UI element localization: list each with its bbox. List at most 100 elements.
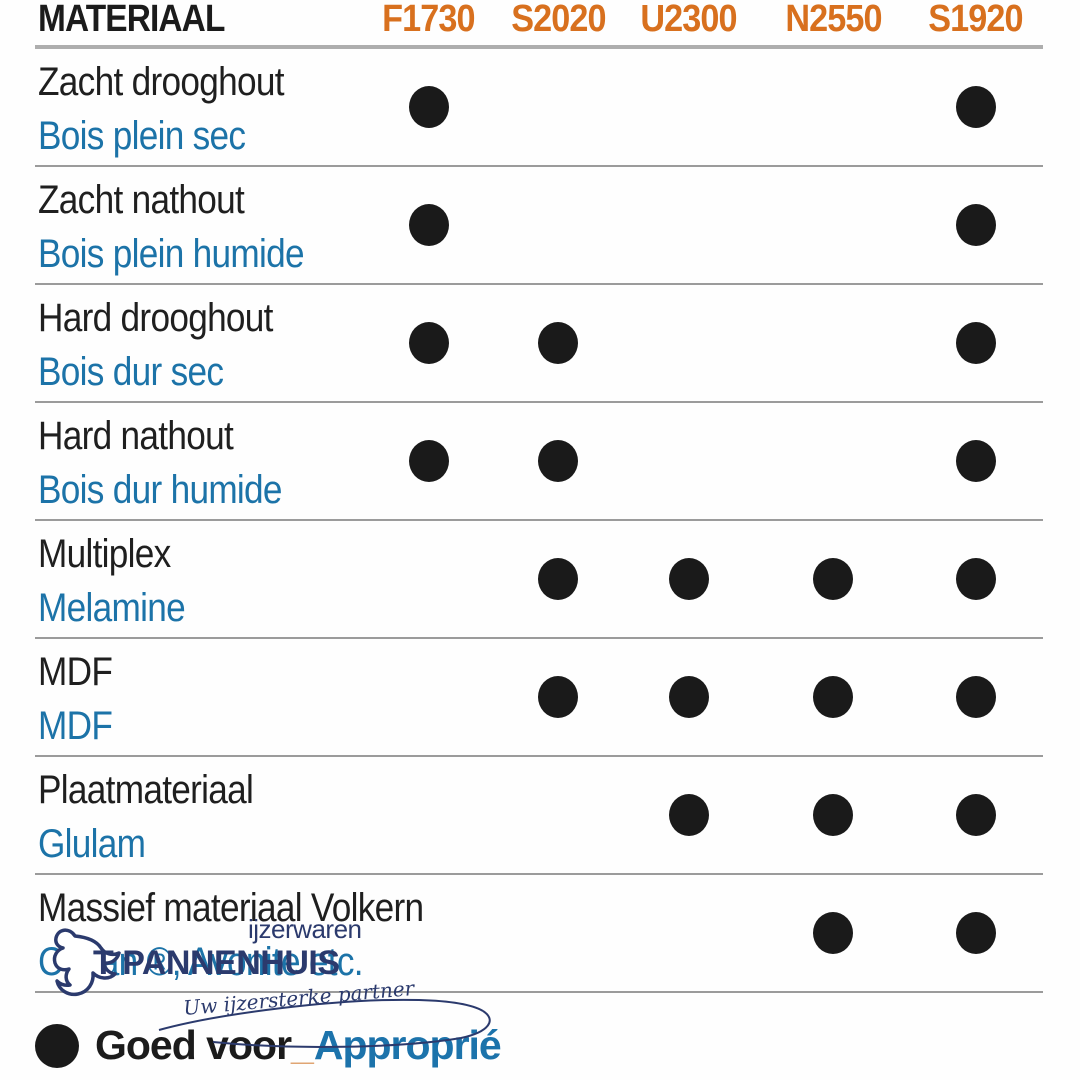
suitability-cell-u2300 <box>619 639 758 755</box>
suitable-dot-icon <box>538 676 578 718</box>
suitability-cell-n2550 <box>758 167 908 283</box>
material-name-nl: Hard drooghout <box>38 296 273 340</box>
material-name-nl: Multiplex <box>38 532 171 576</box>
suitability-cell-f1730 <box>360 285 497 401</box>
suitability-cell-s2020 <box>497 403 619 519</box>
material-label-cell: Plaatmateriaal Glulam <box>35 757 360 873</box>
header-row: MATERIAAL F1730 S2020 U2300 N2550 S1920 <box>35 0 1043 49</box>
suitability-cell-s1920 <box>908 167 1043 283</box>
material-label-cell: Hard nathout Bois dur humide <box>35 403 360 519</box>
suitability-cell-u2300 <box>619 403 758 519</box>
legend-separator: _ <box>291 1022 314 1068</box>
suitable-dot-icon <box>538 440 578 482</box>
column-header-f1730: F1730 <box>360 0 497 46</box>
material-label-cell: Hard drooghout Bois dur sec <box>35 285 360 401</box>
suitability-cell-n2550 <box>758 757 908 873</box>
suitability-cell-s1920 <box>908 49 1043 165</box>
table-row: Plaatmateriaal Glulam <box>35 757 1043 875</box>
suitable-dot-icon <box>813 558 853 600</box>
material-name-nl: Plaatmateriaal <box>38 768 254 812</box>
material-name-fr: Bois plein sec <box>38 114 246 158</box>
suitable-dot-icon <box>668 676 709 718</box>
suitable-dot-icon <box>668 794 709 836</box>
suitability-cell-n2550 <box>758 875 908 991</box>
suitable-dot-icon <box>955 794 996 836</box>
material-label-cell: MDF MDF <box>35 639 360 755</box>
column-header-label: S2020 <box>510 0 606 40</box>
suitability-cell-f1730 <box>360 403 497 519</box>
column-header-s2020: S2020 <box>497 0 619 46</box>
table-row: Zacht nathout Bois plein humide <box>35 167 1043 285</box>
suitability-cell-u2300 <box>619 875 758 991</box>
suitable-dot-icon <box>408 322 449 364</box>
suitability-cell-s2020 <box>497 757 619 873</box>
suitability-cell-f1730 <box>360 49 497 165</box>
material-name-fr: Melamine <box>38 586 186 630</box>
table-row: Massief materiaal Volkern Corian ®, Avoni… <box>35 875 1043 993</box>
material-label-cell: Massief materiaal Volkern Corian ®, Avoni… <box>35 875 424 991</box>
suitability-cell-n2550 <box>758 285 908 401</box>
table-row: Hard drooghout Bois dur sec <box>35 285 1043 403</box>
suitability-cell-u2300 <box>619 757 758 873</box>
suitable-dot-icon <box>955 676 996 718</box>
suitable-dot-icon <box>955 322 996 364</box>
material-label-cell: Multiplex Melamine <box>35 521 360 637</box>
suitable-dot-icon <box>955 912 996 954</box>
column-header-label: F1730 <box>382 0 475 40</box>
column-header-s1920: S1920 <box>908 0 1043 46</box>
suitability-cell-u2300 <box>619 285 758 401</box>
suitability-cell-s2020 <box>497 875 619 991</box>
column-header-u2300: U2300 <box>619 0 758 46</box>
material-label-cell: Zacht drooghout Bois plein sec <box>35 49 360 165</box>
table-row: MDF MDF <box>35 639 1043 757</box>
table-row: Zacht drooghout Bois plein sec <box>35 49 1043 167</box>
suitable-dot-icon <box>408 440 449 482</box>
material-name-fr: Bois plein humide <box>38 232 305 276</box>
suitability-cell-u2300 <box>619 167 758 283</box>
suitable-dot-icon <box>408 204 449 246</box>
suitability-cell-s2020 <box>497 639 619 755</box>
column-header-label: N2550 <box>784 0 882 40</box>
material-name-fr: Corian ®, Avonite etc. <box>38 940 364 984</box>
suitability-cell-n2550 <box>758 403 908 519</box>
table-body: Zacht drooghout Bois plein sec Zacht natho… <box>0 49 1080 993</box>
suitability-cell-u2300 <box>619 49 758 165</box>
material-name-nl: MDF <box>38 650 113 694</box>
suitability-cell-s1920 <box>908 403 1043 519</box>
column-header-n2550: N2550 <box>758 0 908 46</box>
suitable-dot-icon <box>668 558 709 600</box>
suitability-cell-f1730 <box>360 521 497 637</box>
suitability-cell-f1730 <box>360 639 497 755</box>
suitable-dot-icon <box>538 322 578 364</box>
suitability-cell-s1920 <box>908 521 1043 637</box>
table-title: MATERIAAL <box>38 0 225 40</box>
suitable-dot-icon <box>813 676 853 718</box>
suitability-cell-n2550 <box>758 639 908 755</box>
suitability-cell-n2550 <box>758 49 908 165</box>
suitable-dot-icon <box>538 558 578 600</box>
suitable-dot-icon <box>955 86 996 128</box>
column-header-label: S1920 <box>928 0 1023 40</box>
suitability-cell-s2020 <box>497 285 619 401</box>
suitable-dot-icon <box>813 912 853 954</box>
suitable-dot-icon <box>955 440 996 482</box>
material-name-nl: Zacht nathout <box>38 178 245 222</box>
suitable-dot-icon <box>408 86 449 128</box>
material-label-cell: Zacht nathout Bois plein humide <box>35 167 360 283</box>
material-name-nl: Hard nathout <box>38 414 234 458</box>
material-name-fr: Bois dur sec <box>38 350 224 394</box>
table-row: Multiplex Melamine <box>35 521 1043 639</box>
suitability-cell-f1730 <box>360 757 497 873</box>
suitable-dot-icon <box>813 794 853 836</box>
suitability-cell-s2020 <box>497 167 619 283</box>
suitable-dot-icon <box>955 204 996 246</box>
legend-label-nl: Goed voor <box>95 1022 292 1068</box>
material-name-nl: Massief materiaal Volkern <box>38 886 424 930</box>
suitability-cell-n2550 <box>758 521 908 637</box>
table-row: Hard nathout Bois dur humide <box>35 403 1043 521</box>
table-title-cell: MATERIAAL <box>35 0 360 46</box>
legend-label-fr: Approprié <box>313 1022 502 1068</box>
suitability-cell-u2300 <box>619 521 758 637</box>
material-name-fr: MDF <box>38 704 113 748</box>
